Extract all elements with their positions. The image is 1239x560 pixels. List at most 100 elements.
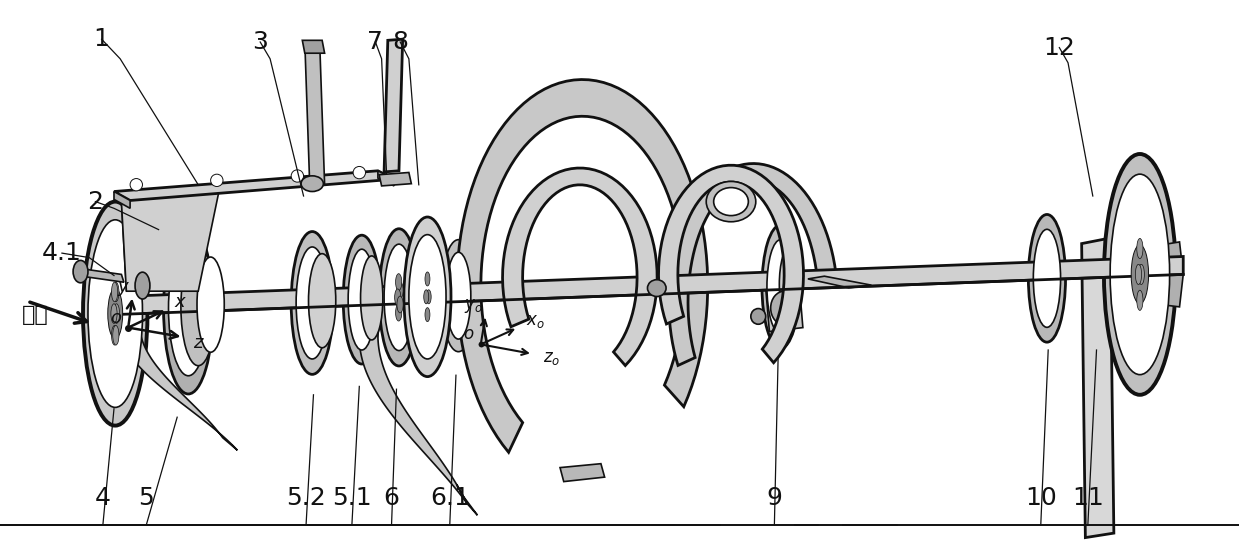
Polygon shape: [112, 256, 1183, 315]
Ellipse shape: [706, 181, 756, 222]
Ellipse shape: [395, 304, 401, 321]
Ellipse shape: [353, 166, 366, 179]
Ellipse shape: [164, 223, 213, 394]
Polygon shape: [808, 276, 871, 288]
Polygon shape: [457, 80, 707, 452]
Polygon shape: [305, 42, 325, 186]
Text: $z_o$: $z_o$: [543, 349, 560, 367]
Polygon shape: [457, 484, 477, 515]
Text: 10: 10: [1025, 486, 1057, 510]
Ellipse shape: [309, 254, 336, 348]
Polygon shape: [114, 171, 394, 200]
Ellipse shape: [114, 304, 119, 323]
Text: 9: 9: [767, 486, 782, 510]
Polygon shape: [302, 40, 325, 53]
Text: $x_o$: $x_o$: [525, 312, 545, 330]
Ellipse shape: [771, 291, 798, 325]
Polygon shape: [121, 184, 221, 291]
Ellipse shape: [751, 309, 766, 324]
Text: 6.1: 6.1: [430, 486, 470, 510]
Text: 11: 11: [1072, 486, 1104, 510]
Ellipse shape: [425, 307, 430, 321]
Ellipse shape: [1137, 290, 1144, 310]
Ellipse shape: [73, 260, 88, 283]
Ellipse shape: [1139, 264, 1145, 284]
Ellipse shape: [1110, 174, 1170, 375]
Ellipse shape: [779, 246, 802, 323]
Polygon shape: [1152, 242, 1183, 307]
Polygon shape: [114, 192, 130, 208]
Ellipse shape: [113, 282, 119, 302]
Ellipse shape: [1131, 245, 1149, 304]
Ellipse shape: [88, 220, 142, 408]
Text: 5.1: 5.1: [332, 486, 372, 510]
Ellipse shape: [169, 241, 208, 376]
Ellipse shape: [197, 257, 224, 352]
Polygon shape: [384, 39, 403, 172]
Ellipse shape: [395, 274, 401, 291]
Ellipse shape: [112, 282, 118, 302]
Ellipse shape: [441, 240, 476, 352]
Polygon shape: [74, 268, 124, 282]
Ellipse shape: [1135, 264, 1141, 284]
Polygon shape: [503, 168, 657, 366]
Text: 动力: 动力: [22, 305, 50, 325]
Ellipse shape: [1104, 154, 1176, 395]
Ellipse shape: [135, 272, 150, 299]
Text: o: o: [463, 325, 473, 343]
Text: 4: 4: [95, 486, 110, 510]
Text: 12: 12: [1043, 36, 1075, 59]
Ellipse shape: [291, 231, 333, 374]
Polygon shape: [766, 283, 803, 332]
Ellipse shape: [396, 282, 403, 298]
Polygon shape: [379, 172, 411, 186]
Polygon shape: [119, 325, 238, 450]
Polygon shape: [359, 314, 467, 504]
Text: x: x: [175, 293, 185, 311]
Ellipse shape: [130, 179, 142, 191]
Ellipse shape: [379, 228, 419, 366]
Ellipse shape: [384, 244, 414, 351]
Polygon shape: [1082, 238, 1114, 538]
Text: 6: 6: [384, 486, 399, 510]
Ellipse shape: [1028, 214, 1066, 342]
Polygon shape: [121, 202, 146, 291]
Polygon shape: [560, 464, 605, 482]
Ellipse shape: [1033, 230, 1061, 327]
Ellipse shape: [108, 288, 123, 339]
Text: 1: 1: [94, 27, 109, 51]
Polygon shape: [659, 165, 803, 363]
Text: 4.1: 4.1: [42, 241, 82, 265]
Text: 7: 7: [368, 30, 383, 54]
Text: 5: 5: [139, 486, 154, 510]
Polygon shape: [378, 171, 394, 186]
Ellipse shape: [83, 202, 147, 426]
Ellipse shape: [1137, 239, 1144, 259]
Ellipse shape: [426, 290, 431, 304]
Ellipse shape: [396, 296, 403, 313]
Ellipse shape: [394, 289, 401, 306]
Ellipse shape: [113, 325, 119, 345]
Ellipse shape: [348, 249, 375, 350]
Ellipse shape: [181, 248, 216, 366]
Text: y: y: [118, 278, 128, 296]
Text: 5.2: 5.2: [286, 486, 326, 510]
Ellipse shape: [296, 247, 328, 359]
Text: o: o: [110, 309, 121, 326]
Ellipse shape: [714, 188, 748, 216]
Ellipse shape: [404, 217, 451, 376]
Text: z: z: [193, 334, 203, 352]
Ellipse shape: [361, 256, 383, 340]
Ellipse shape: [767, 240, 794, 334]
Ellipse shape: [446, 252, 471, 339]
Ellipse shape: [648, 279, 667, 296]
Ellipse shape: [424, 290, 429, 304]
Text: 8: 8: [393, 30, 408, 54]
Polygon shape: [669, 164, 836, 366]
Ellipse shape: [762, 225, 799, 348]
Ellipse shape: [425, 272, 430, 286]
Text: 2: 2: [88, 190, 103, 213]
Text: $y_o$: $y_o$: [463, 297, 483, 315]
Ellipse shape: [301, 176, 323, 192]
Ellipse shape: [409, 235, 446, 359]
